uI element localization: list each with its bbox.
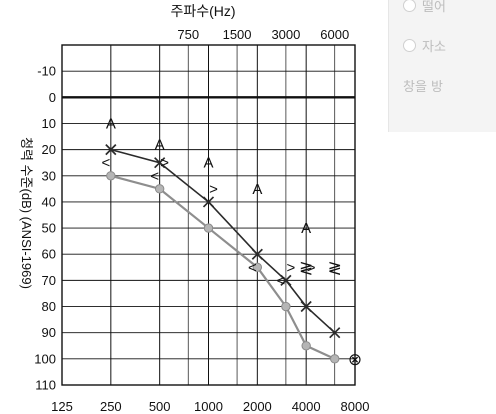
o-marker	[252, 262, 263, 273]
extra-marker: ≷	[328, 258, 342, 277]
side-item-label: 자소	[422, 40, 446, 55]
x-tick-label: 500	[149, 399, 171, 414]
x-tick-label: 250	[100, 399, 122, 414]
radio-icon[interactable]	[403, 0, 416, 12]
x-marker-stroke	[154, 157, 166, 169]
side-panel: 떨어 자소 창을 방	[388, 0, 496, 132]
y-tick-label: 110	[35, 378, 56, 393]
x-marker	[280, 274, 292, 286]
o-marker	[330, 354, 340, 364]
bone-left-marker: <	[150, 168, 159, 185]
masked-marker: A	[203, 155, 213, 172]
top-tick-label: 3000	[271, 27, 300, 42]
y-tick-label: 0	[49, 90, 56, 105]
x-marker	[300, 300, 312, 313]
x-marker	[251, 248, 263, 260]
x-tick-label: 125	[51, 399, 73, 414]
y-tick-label: 50	[42, 221, 56, 236]
o-marker	[301, 341, 311, 351]
o-marker	[106, 171, 116, 181]
x-marker-stroke	[280, 274, 292, 286]
y-tick-label: 90	[42, 325, 56, 340]
x-tick-label: 2000	[243, 399, 272, 414]
bone-right-marker: >	[209, 181, 218, 198]
bone-left-marker: <	[101, 155, 110, 172]
bone-right-marker: >	[307, 259, 316, 276]
x-marker-stroke	[251, 248, 263, 260]
masked-marker: A	[155, 136, 165, 153]
top-tick-label: 6000	[320, 27, 349, 42]
y-axis-label: 청력 수준(dB) (ANSI-1969)	[19, 137, 34, 289]
top-tick-label: 750	[177, 27, 199, 42]
o-marker	[203, 223, 214, 233]
extra-marker: ≷	[299, 258, 313, 277]
x-marker	[329, 327, 341, 339]
o-marker	[281, 301, 291, 312]
y-tick-label: 40	[42, 194, 56, 209]
x-marker	[105, 144, 117, 156]
bone-left-marker: <	[277, 272, 286, 289]
x-marker-stroke	[300, 300, 312, 313]
x-tick-label: 1000	[194, 399, 223, 414]
series-line	[110, 148, 336, 334]
masked-marker: A	[301, 220, 311, 237]
masked-marker: A	[252, 181, 262, 198]
top-axis-label: 주파수(Hz)	[170, 3, 235, 19]
side-item-2[interactable]: 자소	[403, 36, 446, 55]
grid	[61, 44, 356, 386]
extra-marker: ⊗	[348, 350, 362, 369]
x-marker	[154, 157, 166, 169]
masked-marker: A	[106, 115, 116, 132]
x-tick-label: 4000	[292, 399, 321, 414]
y-tick-label: 100	[34, 351, 56, 366]
x-marker	[202, 196, 215, 208]
y-tick-label: 20	[42, 142, 56, 157]
y-tick-label: 70	[42, 273, 56, 288]
x-marker-stroke	[105, 144, 117, 156]
bone-right-marker: >	[287, 259, 296, 276]
side-item-3: 창을 방	[403, 76, 443, 95]
x-marker-stroke	[202, 196, 215, 208]
bone-left-marker: <	[248, 259, 257, 276]
side-item-label: 떨어	[422, 0, 446, 15]
o-marker	[154, 184, 165, 194]
top-tick-label: 1500	[223, 27, 252, 42]
y-tick-label: 60	[42, 247, 56, 262]
y-tick-label: -10	[37, 64, 56, 79]
side-item-1[interactable]: 떨어	[403, 0, 446, 15]
y-tick-label: 30	[42, 168, 56, 183]
x-marker-stroke	[329, 327, 341, 339]
radio-icon[interactable]	[403, 39, 416, 52]
y-tick-label: 10	[42, 116, 56, 131]
y-tick-label: 80	[42, 299, 56, 314]
side-item-label: 창을 방	[403, 80, 444, 95]
bone-right-marker: >	[160, 155, 169, 172]
x-tick-label: 8000	[341, 399, 370, 414]
